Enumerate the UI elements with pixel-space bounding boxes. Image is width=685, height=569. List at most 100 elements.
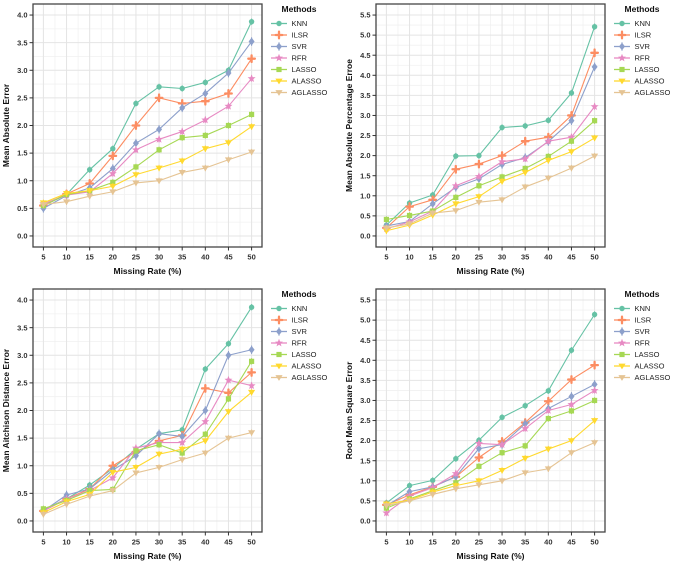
x-tick-label: 20 [109,253,117,262]
y-axis-label: Root Mean Square Error [344,360,354,458]
legend-item-alasso: ALASSO [613,361,664,370]
point-aglasso-x40 [544,465,552,472]
x-tick-label: 45 [567,253,575,262]
legend-marker-knn [276,20,282,27]
point-lasso-x10 [406,212,412,219]
point-rfr-x15 [428,482,437,491]
legend-label: RFR [292,338,308,347]
legend-item-knn: KNN [613,19,650,28]
point-lasso-x5 [40,505,47,511]
point-ilsr-x10 [404,202,414,212]
point-alasso-x35 [178,446,186,453]
point-lasso-x50 [591,118,597,124]
y-tick-label: 2.0 [17,121,27,130]
y-tick-label: 0.0 [360,232,370,241]
chart-mean-aitchison-distance-error: 5 10 15 20 25 30 35 40 45 50 0.0 0.5 1.0 1.5 2.0 2.5 3.0… [0,284,343,569]
legend-marker-svr [618,42,625,51]
point-alasso-x40 [544,158,552,164]
plot-panel [33,288,262,532]
point-lasso-x35 [179,449,185,456]
point-aglasso-x5 [382,502,390,509]
point-rfr-x30 [497,439,506,448]
point-alasso-x50 [247,389,256,396]
x-tick-label: 25 [132,253,140,262]
x-axis-label: Missing Rate (%) [456,266,524,276]
legend-marker-knn [618,305,625,311]
legend-item-knn: KNN [271,19,307,28]
point-aglasso-x15 [428,210,436,217]
point-aglasso-x40 [201,165,209,172]
point-alasso-x45 [224,140,233,147]
point-ilsr-x50 [247,367,257,377]
series-aglasso [382,152,598,232]
point-rfr-x50 [590,385,599,394]
y-tick-label: 3.5 [17,38,27,47]
point-alasso-x40 [201,437,209,444]
point-rfr-x20 [451,181,460,190]
x-tick-label: 10 [405,253,413,262]
legend-label: KNN [634,19,650,28]
legend-label: ALASSO [292,77,322,86]
point-aglasso-x35 [521,184,529,191]
point-lasso-x35 [522,442,528,448]
point-ilsr-x40 [200,96,210,106]
point-ilsr-x45 [566,374,576,384]
x-tick-label: 15 [85,253,93,262]
point-lasso-x35 [522,165,528,172]
y-tick-label: 2.5 [17,93,27,102]
chart-svg-mean-absolute-error: 5 10 15 20 25 30 35 40 45 50 0.0 0.5 1.0 1.5 2.0 2.5 3.0… [0,0,342,284]
x-axis-label: Missing Rate (%) [456,551,524,561]
x-tick-label: 25 [474,537,482,546]
point-alasso-x45 [567,149,575,156]
point-ilsr-x30 [154,93,164,103]
point-aglasso-x15 [86,493,94,500]
y-tick-label: 1.5 [360,171,370,180]
point-aglasso-x35 [178,456,186,463]
x-tick-label: 40 [544,253,552,262]
point-lasso-x40 [545,415,551,421]
point-ilsr-x25 [473,159,483,169]
x-tick-label: 45 [224,537,232,546]
point-lasso-x45 [225,122,232,129]
y-tick-label: 4.5 [360,335,370,344]
y-tick-label: 2.0 [360,151,370,160]
y-tick-label: 3.0 [360,111,370,120]
point-lasso-x25 [475,463,482,469]
series-alasso [39,123,256,207]
y-tick-label: 3.0 [360,396,370,405]
point-rfr-x40 [543,136,552,145]
legend-marker-aglasso [275,374,283,381]
series-rfr [39,74,256,208]
legend-item-ilsr: ILSR [271,30,309,40]
series-aglasso [39,428,256,518]
legend-marker-rfr [275,338,283,346]
y-tick-label: 1.0 [360,191,370,200]
point-lasso-x45 [225,395,232,402]
y-tick-label: 1.5 [360,456,370,465]
chart-svg-mean-aitchison-distance-error: 5 10 15 20 25 30 35 40 45 50 0.0 0.5 1.0 1.5 2.0 2.5 3.0… [0,284,342,569]
panel-border [374,3,606,248]
point-lasso-x40 [202,431,208,437]
point-svr-x50 [591,379,598,388]
x-tick-label: 40 [544,537,552,546]
x-tick-label: 25 [474,253,482,262]
point-rfr-x50 [247,74,256,82]
point-aglasso-x40 [544,175,552,182]
point-rfr-x5 [381,508,390,516]
point-knn-x45 [568,90,574,96]
x-tick-label: 30 [497,537,505,546]
legend-item-rfr: RFR [271,54,307,63]
point-aglasso-x20 [109,189,117,196]
legend-marker-rfr [617,338,626,346]
point-alasso-x25 [132,464,140,471]
legend-label: RFR [634,338,650,347]
legend-label: SVR [292,42,308,51]
point-ilsr-x40 [200,383,210,393]
point-rfr-x10 [405,491,414,499]
point-knn-x50 [591,311,597,317]
point-aglasso-x25 [132,180,140,187]
legend-label: KNN [292,304,308,313]
point-svr-x10 [406,487,413,496]
point-aglasso-x45 [224,157,233,164]
point-knn-x50 [248,304,255,310]
